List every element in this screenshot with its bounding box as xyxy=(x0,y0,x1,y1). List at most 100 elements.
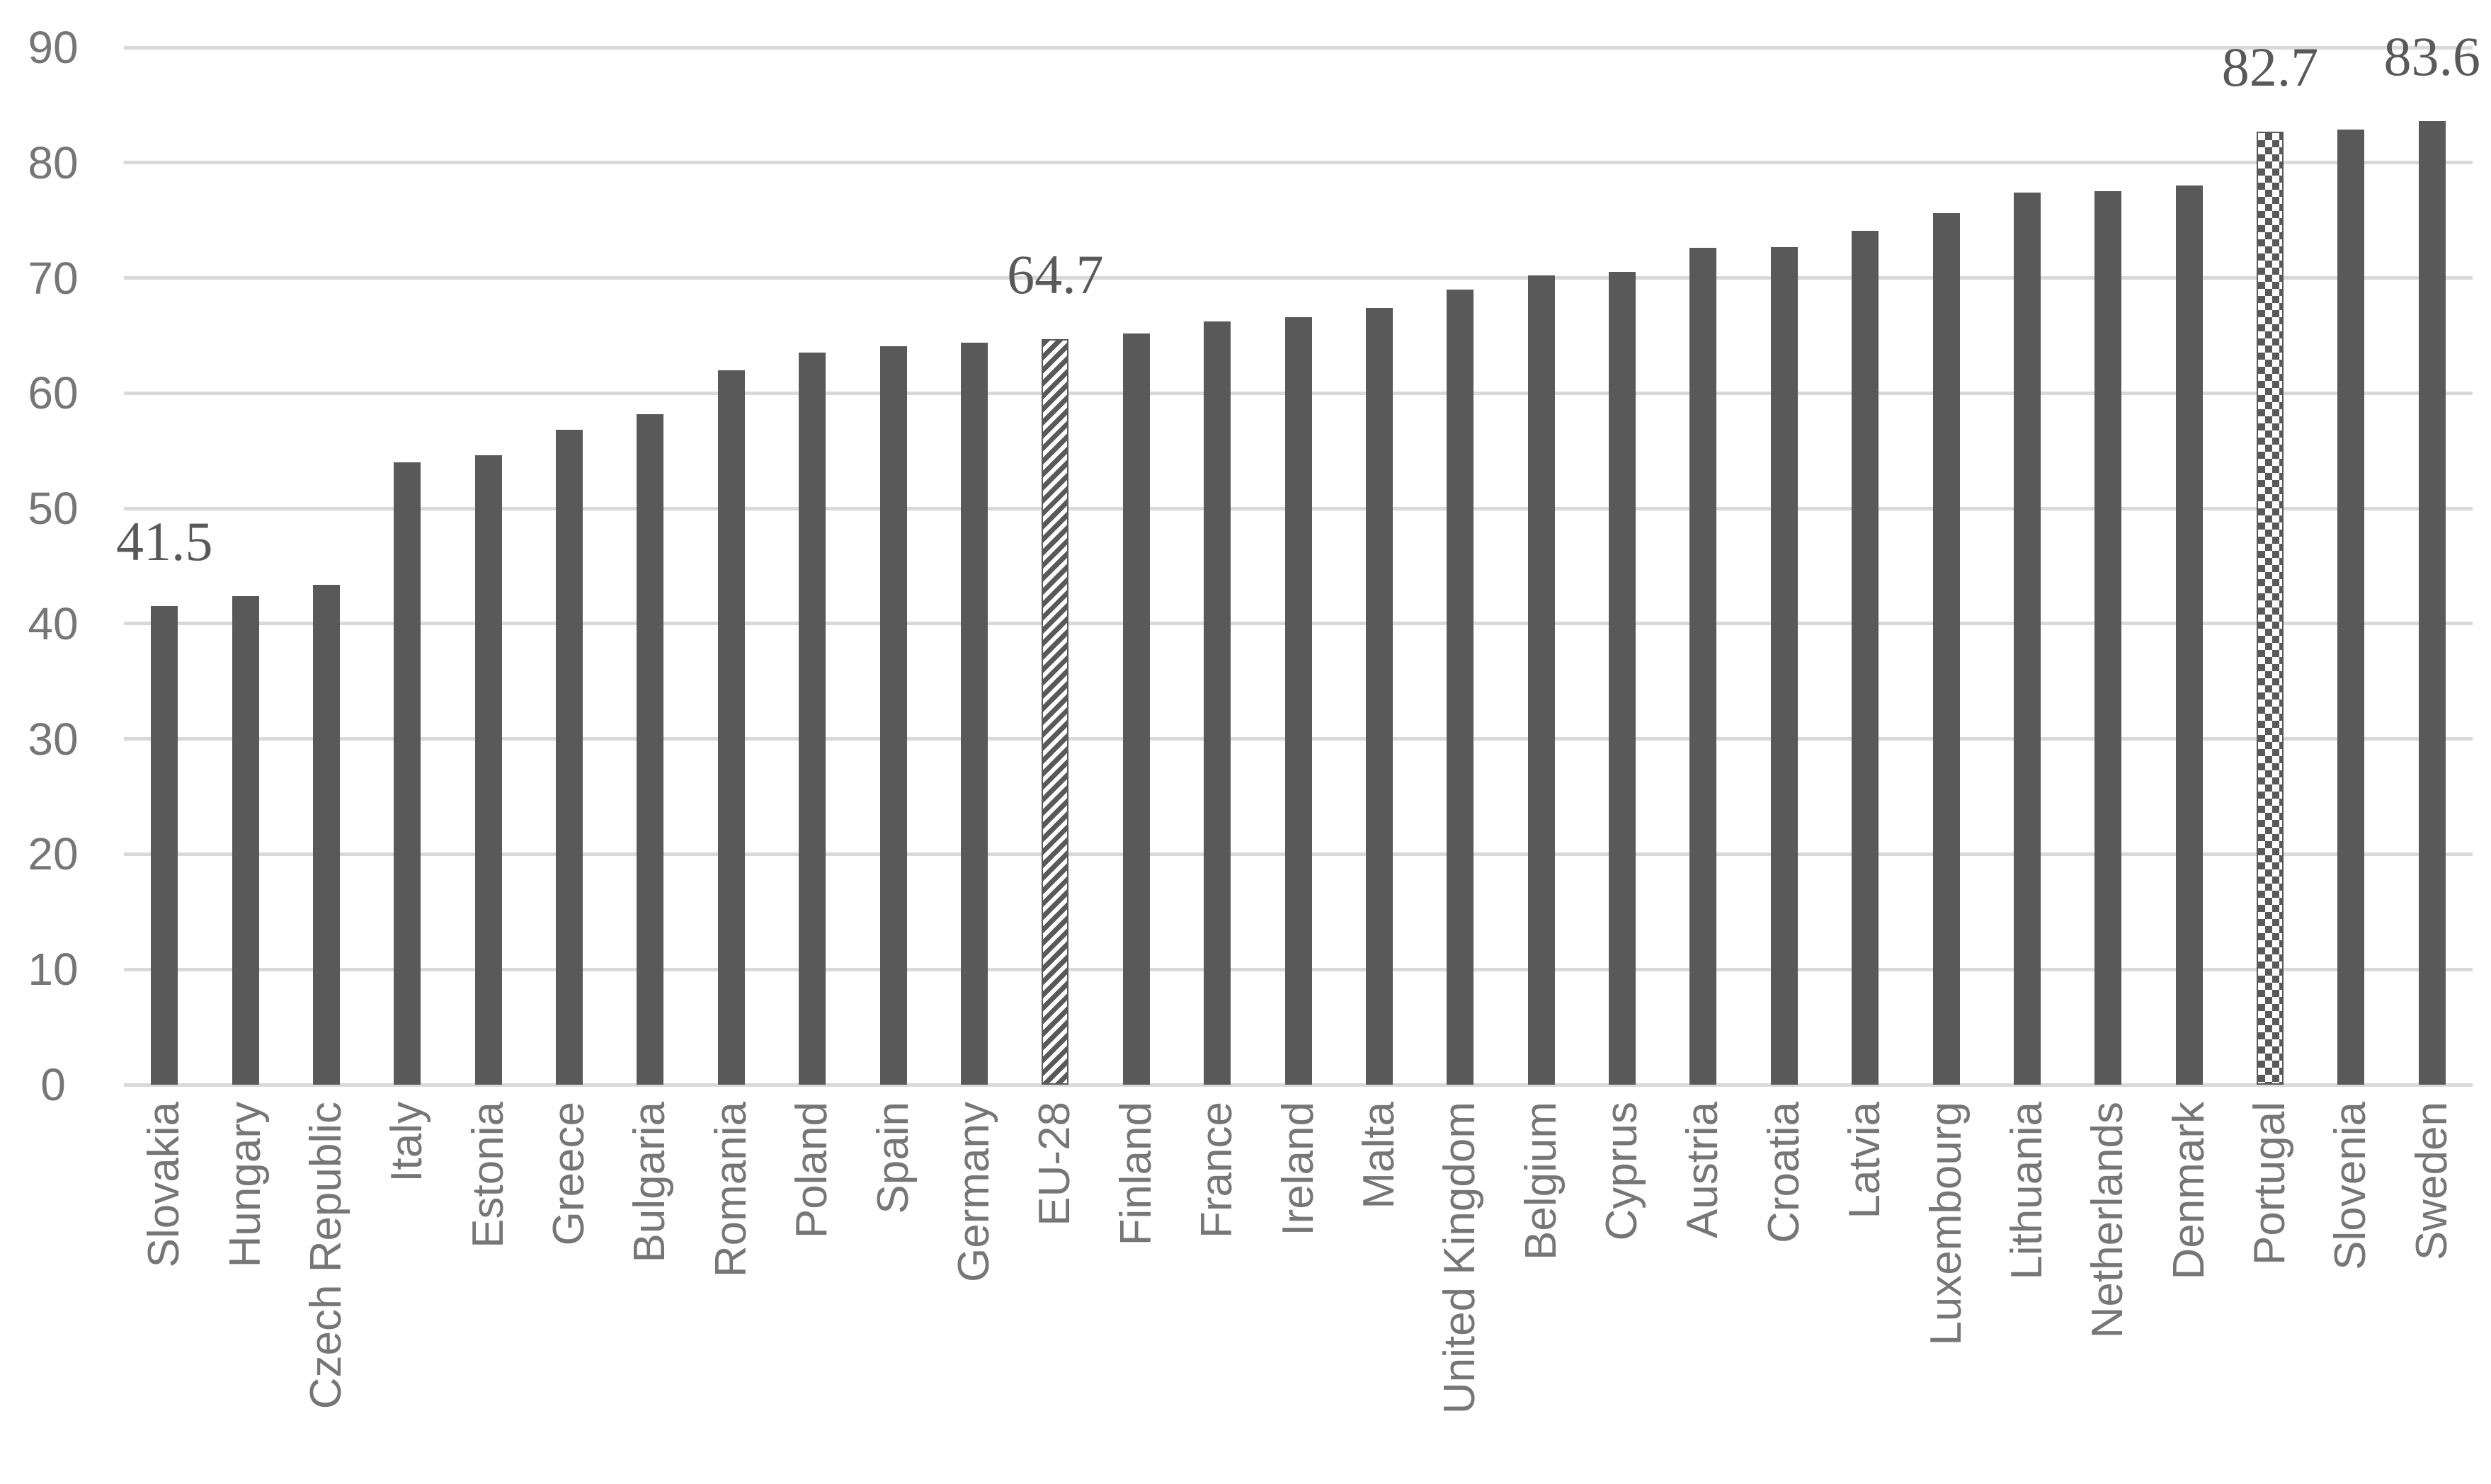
bar-united-kingdom xyxy=(1447,289,1474,1085)
y-axis-tick-label-0: 0 xyxy=(40,1059,66,1110)
x-axis-label-ireland: Ireland xyxy=(1269,1102,1328,1236)
y-axis-tick-label-80: 80 xyxy=(28,137,79,188)
bar-czech-republic xyxy=(312,584,340,1085)
y-axis-tick-label-40: 40 xyxy=(28,598,79,649)
x-axis-label-text: Luxembourg xyxy=(1921,1102,1971,1346)
bar-eu-28 xyxy=(1042,338,1069,1085)
x-axis-label-text: Portugal xyxy=(2245,1102,2295,1265)
bar-malta xyxy=(1365,307,1393,1085)
x-axis-label-text: Romania xyxy=(706,1102,756,1278)
x-axis-label-poland: Poland xyxy=(782,1102,842,1238)
x-axis-label-italy: Italy xyxy=(377,1102,437,1182)
y-axis-tick-label-60: 60 xyxy=(28,367,79,419)
x-axis-label-sweden: Sweden xyxy=(2402,1102,2462,1260)
y-axis-tick-label-30: 30 xyxy=(28,713,79,765)
y-axis-tick-label-70: 70 xyxy=(28,252,79,304)
x-axis-label-text: Estonia xyxy=(463,1102,513,1248)
bar-austria xyxy=(1689,248,1717,1085)
bar-lithuania xyxy=(2013,193,2041,1085)
x-axis-label-france: France xyxy=(1187,1102,1247,1238)
x-axis-label-text: Germany xyxy=(949,1102,998,1282)
bar-italy xyxy=(394,462,421,1085)
bar-poland xyxy=(799,353,826,1085)
x-axis-label-text: Belgium xyxy=(1516,1102,1566,1260)
x-axis-label-text: Netherlands xyxy=(2083,1102,2133,1339)
y-axis-tick-label-20: 20 xyxy=(28,828,79,880)
x-axis-label-text: Lithuania xyxy=(2002,1102,2051,1280)
x-axis-label-text: Slovakia xyxy=(139,1102,189,1268)
x-axis-label-belgium: Belgium xyxy=(1512,1102,1571,1260)
x-axis-label-text: Latvia xyxy=(1840,1102,1890,1219)
bar-spain xyxy=(879,346,907,1085)
x-axis-label-text: Austria xyxy=(1678,1102,1728,1238)
x-axis-label-portugal: Portugal xyxy=(2240,1102,2300,1265)
bar-luxembourg xyxy=(1932,213,1960,1085)
bar-germany xyxy=(960,342,988,1085)
bar-sweden xyxy=(2418,121,2446,1085)
data-label-sweden: 83.6 xyxy=(2383,25,2481,88)
bar-belgium xyxy=(1527,275,1555,1085)
x-axis-label-united-kingdom: United Kingdom xyxy=(1430,1102,1490,1414)
x-axis-label-text: Czech Republic xyxy=(301,1102,350,1410)
x-axis-label-bulgaria: Bulgaria xyxy=(620,1102,680,1262)
x-axis-label-greece: Greece xyxy=(540,1102,599,1245)
x-axis-label-slovakia: Slovakia xyxy=(135,1102,194,1267)
bar-hungary xyxy=(232,595,259,1085)
x-axis-label-text: Poland xyxy=(787,1102,837,1239)
x-axis-label-denmark: Denmark xyxy=(2160,1102,2219,1280)
gridline-90 xyxy=(124,45,2473,50)
x-axis-label-latvia: Latvia xyxy=(1835,1102,1895,1218)
bar-ireland xyxy=(1284,316,1312,1085)
gridline-70 xyxy=(124,276,2473,280)
x-axis-label-text: Finland xyxy=(1111,1102,1161,1246)
bar-greece xyxy=(556,430,583,1085)
x-axis-label-hungary: Hungary xyxy=(216,1102,275,1267)
bar-latvia xyxy=(1852,230,1879,1085)
data-label-slovakia: 41.5 xyxy=(115,510,213,573)
bar-romania xyxy=(717,370,745,1085)
x-axis-label-malta: Malta xyxy=(1350,1102,1409,1209)
x-axis-label-austria: Austria xyxy=(1673,1102,1733,1238)
bar-denmark xyxy=(2175,186,2203,1085)
x-axis-label-croatia: Croatia xyxy=(1755,1102,1814,1243)
x-axis-label-text: United Kingdom xyxy=(1435,1102,1485,1415)
x-axis-label-eu-28: EU-28 xyxy=(1025,1102,1085,1226)
bar-portugal xyxy=(2257,131,2284,1085)
data-label-eu-28: 64.7 xyxy=(1007,243,1104,305)
x-axis-label-text: Sweden xyxy=(2407,1102,2456,1261)
x-axis-label-cyprus: Cyprus xyxy=(1592,1102,1652,1240)
bar-estonia xyxy=(474,455,502,1085)
x-axis-label-text: Ireland xyxy=(1273,1102,1323,1236)
x-axis-label-text: Bulgaria xyxy=(625,1102,675,1263)
gridline-80 xyxy=(124,161,2473,165)
y-axis-tick-label-50: 50 xyxy=(28,483,79,535)
y-axis-tick-label-90: 90 xyxy=(28,22,79,73)
bar-slovakia xyxy=(151,606,178,1085)
x-axis-label-text: Greece xyxy=(545,1102,594,1246)
bar-finland xyxy=(1122,333,1150,1085)
bar-cyprus xyxy=(1609,272,1636,1085)
x-axis-label-text: Croatia xyxy=(1759,1102,1808,1243)
x-axis-label-text: Denmark xyxy=(2164,1102,2213,1280)
gridline-0 xyxy=(124,1083,2473,1087)
x-axis-label-czech-republic: Czech Republic xyxy=(297,1102,356,1409)
x-axis-label-text: Cyprus xyxy=(1597,1102,1647,1241)
bar-slovenia xyxy=(2337,129,2365,1085)
x-axis-label-text: Slovenia xyxy=(2326,1102,2376,1270)
x-axis-label-text: Italy xyxy=(382,1102,432,1182)
x-axis-label-germany: Germany xyxy=(945,1102,1004,1282)
bar-france xyxy=(1204,321,1231,1085)
data-label-portugal: 82.7 xyxy=(2221,35,2319,98)
x-axis-label-luxembourg: Luxembourg xyxy=(1917,1102,1976,1346)
x-axis-label-spain: Spain xyxy=(864,1102,923,1214)
x-axis-label-text: EU-28 xyxy=(1030,1102,1080,1226)
x-axis-label-slovenia: Slovenia xyxy=(2321,1102,2381,1270)
x-axis-label-estonia: Estonia xyxy=(459,1102,518,1248)
bar-croatia xyxy=(1770,246,1798,1085)
x-axis-label-text: Spain xyxy=(868,1102,918,1214)
x-axis-label-finland: Finland xyxy=(1107,1102,1166,1245)
x-axis-label-netherlands: Netherlands xyxy=(2078,1102,2138,1338)
x-axis-label-lithuania: Lithuania xyxy=(1997,1102,2057,1280)
x-axis-label-text: Malta xyxy=(1354,1102,1403,1209)
